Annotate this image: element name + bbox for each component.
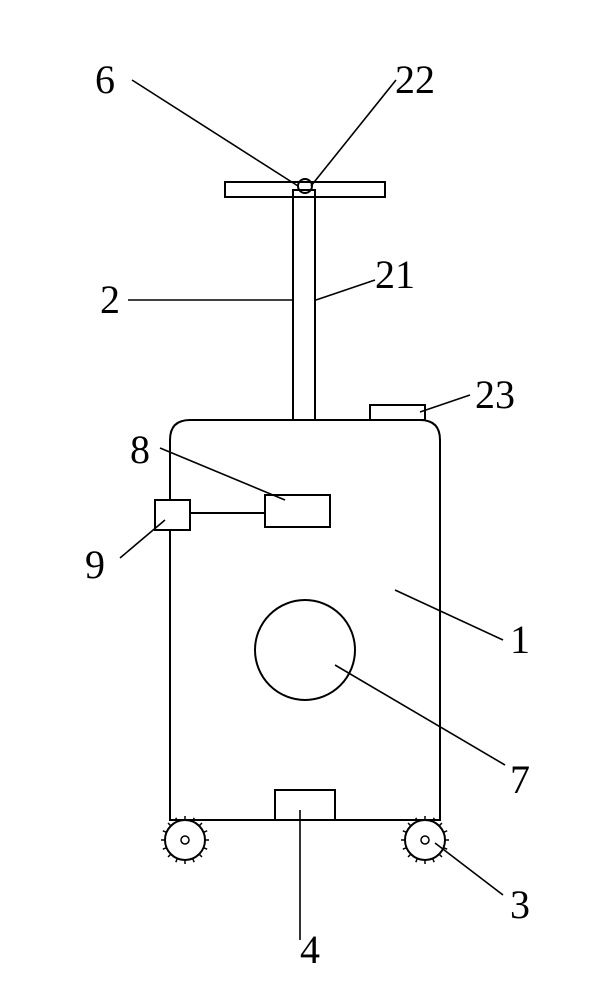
label-8: 8 xyxy=(130,430,150,470)
label-1: 1 xyxy=(510,620,530,660)
diagram-svg xyxy=(0,0,607,1000)
label-22: 22 xyxy=(395,60,435,100)
label-9: 9 xyxy=(85,545,105,585)
label-7: 7 xyxy=(510,760,530,800)
label-3: 3 xyxy=(510,885,530,925)
label-2: 2 xyxy=(100,280,120,320)
label-6: 6 xyxy=(95,60,115,100)
label-4: 4 xyxy=(300,930,320,970)
label-21: 21 xyxy=(375,255,415,295)
label-23: 23 xyxy=(475,375,515,415)
